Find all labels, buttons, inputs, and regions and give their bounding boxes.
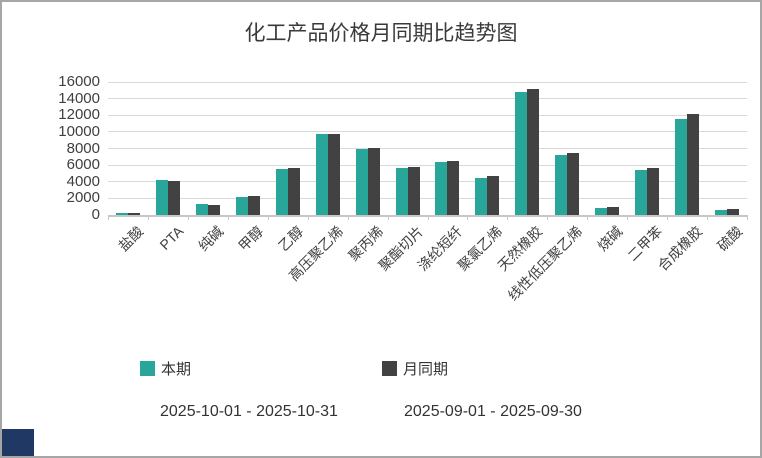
bar-month-prior-6[interactable] [367, 148, 380, 215]
bar-month-prior-15[interactable] [727, 208, 740, 215]
y-axis-tick-label: 0 [91, 206, 100, 223]
x-axis-tick [467, 215, 469, 220]
chart-title: 化工产品价格月同期比趋势图 [244, 22, 518, 45]
bar-month-prior-7[interactable] [407, 166, 420, 215]
bar-current-15[interactable] [715, 209, 728, 215]
bar-month-prior-5[interactable] [327, 133, 340, 215]
y-axis-tick-label: 12000 [58, 106, 100, 124]
bar-month-prior-4[interactable] [287, 168, 300, 215]
bar-current-6[interactable] [355, 149, 368, 215]
legend-label-current: 本期 [161, 361, 192, 378]
bar-current-9[interactable] [475, 177, 488, 215]
bar-month-prior-11[interactable] [567, 152, 580, 215]
x-axis-tick [267, 215, 269, 220]
bar-current-7[interactable] [395, 167, 408, 215]
gridline [108, 114, 747, 116]
category-label: 线性低压聚乙烯 [504, 223, 586, 304]
bar-month-prior-2[interactable] [207, 204, 220, 215]
bar-current-11[interactable] [555, 155, 568, 215]
bar-month-prior-13[interactable] [647, 168, 660, 215]
category-label: 烧碱 [594, 223, 626, 255]
bar-month-prior-8[interactable] [447, 160, 460, 215]
bar-current-14[interactable] [675, 118, 688, 215]
x-axis-tick [707, 215, 709, 220]
gridline [108, 131, 747, 133]
x-axis-tick [187, 215, 189, 220]
bar-current-8[interactable] [435, 161, 448, 215]
period-previous-range: 2025-09-01 - 2025-09-30 [404, 403, 582, 420]
bar-month-prior-0[interactable] [127, 213, 140, 215]
category-label: 甲醇 [234, 223, 267, 255]
legend-label-month-prior: 月同期 [403, 361, 449, 378]
x-axis-tick [667, 215, 669, 220]
x-axis-tick [427, 215, 429, 220]
bar-month-prior-12[interactable] [607, 206, 620, 215]
x-axis-tick [108, 215, 109, 220]
bar-current-2[interactable] [195, 204, 208, 215]
period-current-range: 2025-10-01 - 2025-10-31 [160, 403, 338, 420]
x-axis-tick [347, 215, 349, 220]
legend-item-current[interactable]: 本期 [140, 358, 191, 379]
x-axis-tick [587, 215, 589, 220]
bar-month-prior-9[interactable] [487, 175, 500, 215]
bar-current-3[interactable] [235, 196, 248, 215]
gridline [108, 181, 747, 183]
x-axis-tick [147, 215, 149, 220]
corner-logo [2, 429, 34, 456]
y-axis-tick-label: 16000 [58, 73, 100, 90]
gridline [108, 197, 747, 199]
category-label: 纯碱 [195, 223, 227, 255]
category-label: 盐酸 [115, 223, 147, 255]
category-label: 乙醇 [274, 223, 307, 255]
bar-current-10[interactable] [515, 91, 528, 215]
bar-current-0[interactable] [115, 212, 128, 215]
legend-item-month-prior[interactable]: 月同期 [382, 358, 448, 379]
x-axis-tick [627, 215, 629, 220]
x-axis-tick [747, 215, 748, 220]
bar-month-prior-1[interactable] [167, 180, 180, 215]
y-axis-tick-label: 2000 [66, 189, 100, 207]
bar-current-4[interactable] [275, 169, 288, 215]
gridline [108, 148, 747, 149]
x-axis-tick [547, 215, 549, 220]
bar-current-13[interactable] [635, 170, 648, 215]
bar-month-prior-10[interactable] [527, 88, 540, 215]
bar-current-1[interactable] [155, 180, 168, 215]
gridline [108, 81, 747, 83]
y-axis-tick-label: 8000 [66, 139, 100, 157]
x-axis-tick [227, 215, 229, 220]
y-axis-tick-label: 4000 [66, 172, 100, 190]
bar-month-prior-14[interactable] [687, 114, 700, 215]
category-label: PTA [156, 223, 187, 253]
gridline [108, 98, 747, 100]
bar-month-prior-3[interactable] [247, 195, 260, 215]
bar-current-12[interactable] [595, 207, 608, 215]
category-label: 硫酸 [714, 223, 746, 255]
gridline [108, 164, 747, 166]
x-axis-tick [307, 215, 309, 220]
y-axis-tick-label: 14000 [58, 89, 100, 107]
x-axis-tick [387, 215, 389, 220]
legend-color-current-icon [140, 361, 155, 376]
bar-current-5[interactable] [315, 134, 328, 215]
y-axis-tick-label: 10000 [58, 122, 100, 140]
x-axis-tick [507, 215, 509, 220]
y-axis-tick-label: 6000 [66, 156, 100, 174]
legend-color-month-prior-icon [382, 361, 397, 376]
